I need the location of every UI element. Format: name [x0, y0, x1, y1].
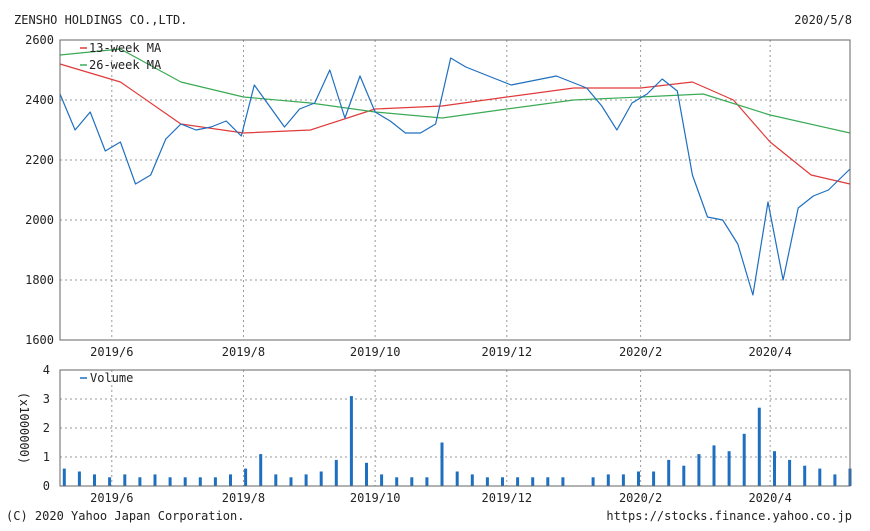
- volume-bar: [833, 474, 837, 486]
- volume-bar: [788, 459, 792, 486]
- volume-tick-label: 0: [43, 479, 50, 493]
- legend-label: 26-week MA: [89, 58, 162, 72]
- volume-bar: [455, 471, 459, 486]
- volume-bar: [395, 477, 399, 486]
- copyright: (C) 2020 Yahoo Japan Corporation.: [6, 509, 245, 523]
- volume-bar: [138, 477, 142, 486]
- volume-bar: [410, 477, 414, 486]
- volume-bar: [274, 474, 278, 486]
- volume-bar: [123, 474, 127, 486]
- volume-bar: [591, 477, 595, 486]
- date-tick-label: 2020/2: [619, 345, 662, 359]
- volume-bar: [727, 451, 731, 486]
- volume-frame: [59, 369, 851, 487]
- date-tick-label: 2020/2: [619, 491, 662, 505]
- volume-bar: [425, 477, 429, 486]
- volume-bar: [93, 474, 96, 486]
- volume-bar: [697, 454, 701, 486]
- date-tick-label: 2019/12: [482, 345, 533, 359]
- volume-bar: [153, 474, 157, 486]
- volume-bar: [546, 477, 550, 486]
- volume-bar: [319, 471, 323, 486]
- volume-bar: [229, 474, 232, 486]
- price-tick-label: 1800: [25, 273, 54, 287]
- volume-bar: [773, 451, 776, 486]
- volume-bar: [652, 471, 656, 486]
- volume-bar: [334, 459, 338, 486]
- volume-bar: [637, 471, 640, 486]
- price-tick-label: 2600: [25, 33, 54, 47]
- date-tick-label: 2020/4: [748, 491, 791, 505]
- date-tick-label: 2019/6: [90, 491, 133, 505]
- volume-bar: [606, 474, 610, 486]
- price-tick-label: 2400: [25, 93, 54, 107]
- price-frame: [59, 39, 851, 341]
- volume-bar: [349, 396, 353, 486]
- volume-tick-label: 1: [43, 450, 50, 464]
- volume-bar: [742, 433, 746, 486]
- volume-tick-label: 3: [43, 392, 50, 406]
- volume-bars: [62, 396, 852, 486]
- volume-bar: [440, 442, 444, 486]
- volume-bar: [77, 471, 81, 486]
- ma13-line: [59, 63, 851, 185]
- chart-date: 2020/5/8: [794, 13, 852, 27]
- volume-bar: [380, 474, 384, 486]
- date-tick-label: 2019/8: [222, 491, 265, 505]
- volume-bar: [168, 477, 172, 486]
- price-axis-labels: 1600 1800 2000 2200 2400 2600 2019/6 2019/8 2019…: [25, 33, 792, 359]
- volume-bar: [561, 477, 565, 486]
- price-grid: [60, 40, 850, 340]
- price-line: [59, 57, 851, 296]
- source-url[interactable]: https://stocks.finance.yahoo.co.jp: [606, 509, 852, 523]
- volume-bar: [198, 477, 202, 486]
- volume-grid: [60, 370, 850, 486]
- volume-bar: [667, 459, 671, 486]
- date-tick-label: 2019/12: [482, 491, 533, 505]
- price-series: [59, 48, 851, 296]
- volume-bar: [259, 454, 263, 486]
- volume-bar: [289, 477, 293, 486]
- volume-tick-label: 2: [43, 421, 50, 435]
- volume-bar: [304, 474, 308, 486]
- volume-bar: [244, 468, 248, 486]
- price-tick-label: 2200: [25, 153, 54, 167]
- volume-bar: [183, 477, 187, 486]
- volume-axis-label: (x1000000): [17, 392, 31, 464]
- volume-bar: [516, 477, 520, 486]
- volume-bar: [485, 477, 489, 486]
- price-chart: 1600 1800 2000 2200 2400 2600 2019/6 2019/8 2019…: [25, 33, 851, 359]
- price-tick-label: 2000: [25, 213, 54, 227]
- legend-label: 13-week MA: [89, 41, 162, 55]
- volume-bar: [803, 465, 807, 486]
- volume-bar: [712, 445, 716, 486]
- date-tick-label: 2019/6: [90, 345, 133, 359]
- volume-bar: [501, 477, 504, 486]
- volume-axis-labels: 0 1 2 3 4 2019/6 2019/8 2019/10 2019/12 2020/2 202…: [17, 363, 792, 505]
- volume-bar: [621, 474, 625, 486]
- volume-bar: [62, 468, 66, 486]
- volume-bar: [108, 477, 112, 486]
- date-tick-label: 2019/10: [350, 491, 401, 505]
- volume-bar: [470, 474, 474, 486]
- volume-tick-label: 4: [43, 363, 50, 377]
- ma26-line: [59, 48, 851, 134]
- price-legend: 13-week MA 26-week MA: [80, 41, 162, 72]
- volume-bar: [682, 465, 686, 486]
- price-tick-label: 1600: [25, 333, 54, 347]
- volume-bar: [365, 462, 368, 486]
- legend-label: Volume: [90, 371, 133, 385]
- volume-chart: 0 1 2 3 4 2019/6 2019/8 2019/10 2019/12 2020/2 202…: [17, 363, 852, 505]
- volume-bar: [531, 477, 535, 486]
- volume-bar: [213, 477, 217, 486]
- date-tick-label: 2019/8: [222, 345, 265, 359]
- date-tick-label: 2020/4: [748, 345, 791, 359]
- volume-bar: [757, 407, 761, 486]
- date-tick-label: 2019/10: [350, 345, 401, 359]
- company-name: ZENSHO HOLDINGS CO.,LTD.: [14, 13, 188, 27]
- volume-bar: [818, 468, 822, 486]
- volume-legend: Volume: [80, 371, 133, 385]
